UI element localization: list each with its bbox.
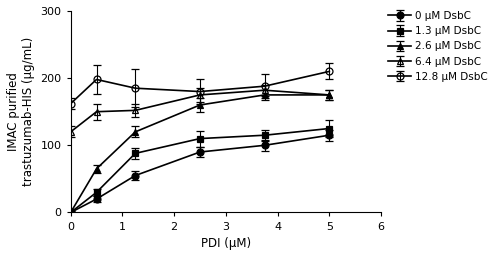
Legend: 0 μM DsbC, 1.3 μM DsbC, 2.6 μM DsbC, 6.4 μM DsbC, 12.8 μM DsbC: 0 μM DsbC, 1.3 μM DsbC, 2.6 μM DsbC, 6.4… [384, 7, 492, 86]
X-axis label: PDI (μM): PDI (μM) [201, 237, 251, 250]
Y-axis label: IMAC purified
trastuzumab-HIS (μg/mL): IMAC purified trastuzumab-HIS (μg/mL) [7, 37, 35, 186]
